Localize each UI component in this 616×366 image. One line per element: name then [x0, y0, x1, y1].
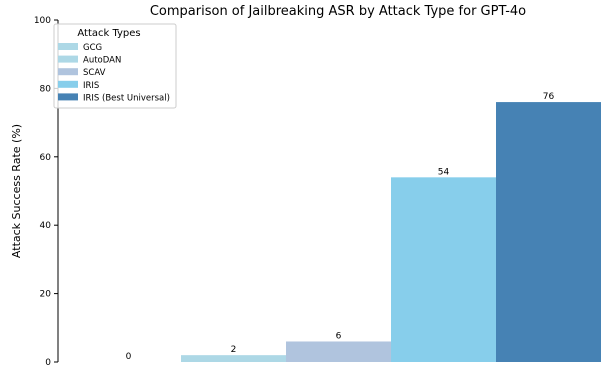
y-tick-label: 80 — [40, 84, 52, 94]
y-tick-label: 60 — [40, 153, 52, 163]
bar-autodan — [181, 355, 286, 362]
y-tick-label: 40 — [40, 221, 52, 231]
legend-item-label: IRIS — [83, 81, 99, 91]
data-label: 76 — [543, 92, 555, 102]
legend-swatch — [58, 43, 78, 50]
legend-swatch — [58, 80, 78, 88]
legend-swatch — [58, 55, 78, 63]
bar-scav — [286, 341, 391, 362]
legend-item-label: GCG — [83, 43, 102, 53]
y-tick-label: 20 — [40, 290, 52, 300]
y-tick-label: 100 — [34, 16, 51, 26]
chart-title: Comparison of Jailbreaking ASR by Attack… — [150, 4, 526, 19]
data-label: 6 — [336, 331, 342, 341]
bar-iris-best-universal — [496, 102, 601, 362]
data-label-group: 0 2 6 54 76 — [126, 92, 555, 362]
bar-group — [181, 102, 601, 362]
legend-swatch — [58, 68, 78, 76]
legend-title: Attack Types — [77, 28, 140, 39]
legend: Attack Types GCG AutoDAN SCAV IRIS IRIS (Best… — [53, 23, 177, 109]
legend-item-label: AutoDAN — [83, 56, 121, 66]
bar-iris — [391, 177, 496, 362]
data-label: 0 — [126, 352, 132, 362]
y-tick-label: 0 — [45, 358, 51, 366]
data-label: 54 — [438, 167, 450, 177]
legend-swatch — [58, 93, 78, 101]
y-axis-label: Attack Success Rate (%) — [10, 124, 23, 258]
legend-box — [53, 23, 177, 109]
legend-item-label: IRIS (Best Universal) — [83, 93, 170, 103]
legend-item-label: SCAV — [83, 68, 106, 78]
data-label: 2 — [231, 345, 237, 355]
